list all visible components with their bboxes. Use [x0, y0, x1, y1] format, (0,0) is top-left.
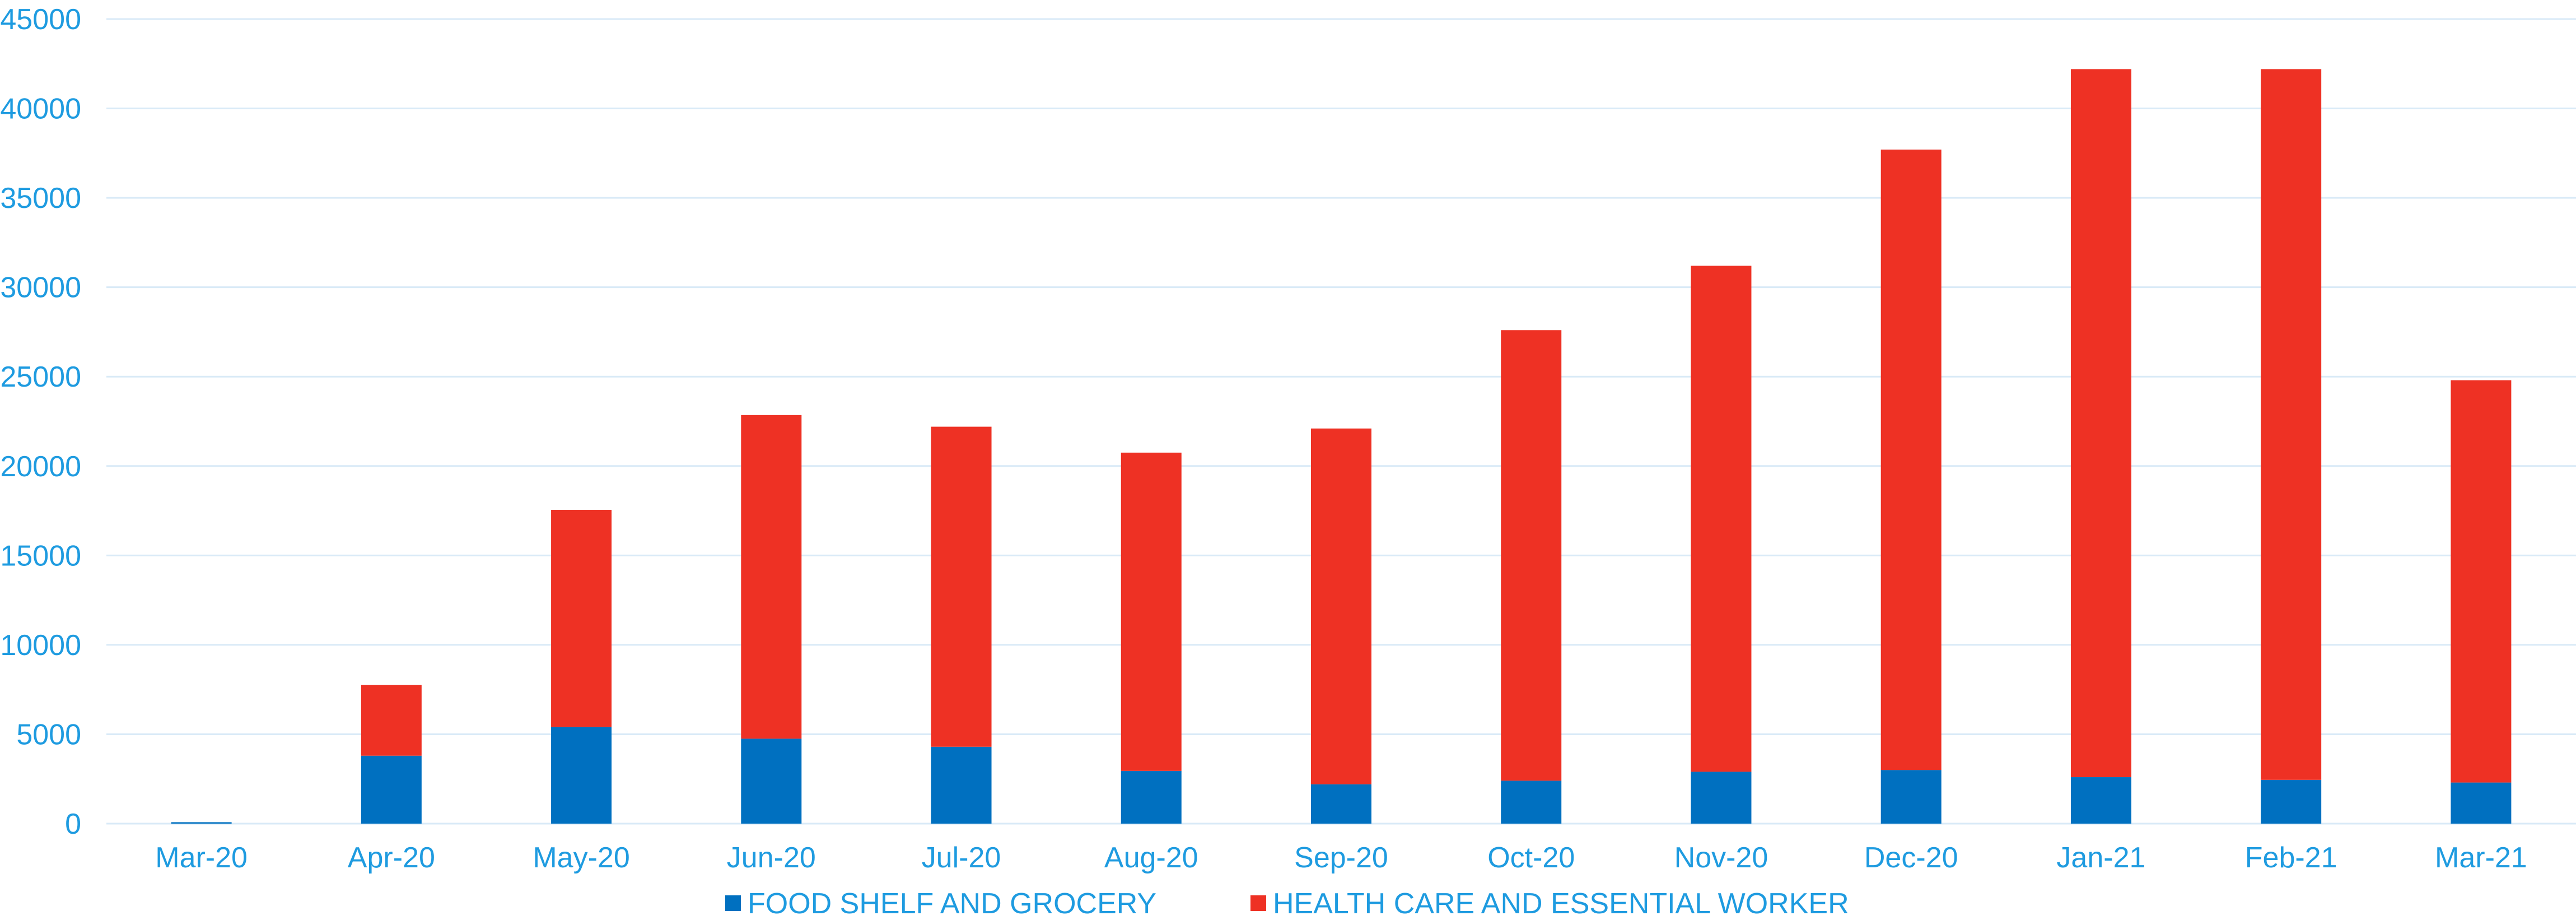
bar-health-care-mar-21: [2451, 380, 2512, 783]
bar-food-shelf-oct-20: [1501, 780, 1562, 824]
bar-food-shelf-aug-20: [1121, 770, 1182, 824]
y-tick-label: 20000: [0, 450, 81, 483]
legend-swatch-health-care: [1250, 895, 1266, 911]
x-tick-label: Apr-20: [348, 842, 435, 874]
bar-health-care-feb-21: [2261, 69, 2322, 780]
bar-food-shelf-may-20: [551, 727, 612, 824]
y-tick-label: 45000: [0, 3, 81, 36]
bar-health-care-jun-20: [741, 415, 802, 739]
x-tick-label: Nov-20: [1674, 842, 1768, 874]
x-tick-label: May-20: [533, 842, 629, 874]
bar-food-shelf-apr-20: [361, 755, 422, 824]
bar-health-care-oct-20: [1501, 330, 1562, 781]
bar-food-shelf-nov-20: [1691, 772, 1752, 824]
bar-food-shelf-sep-20: [1311, 784, 1371, 824]
bar-food-shelf-mar-20: [171, 822, 232, 824]
y-tick-label: 40000: [0, 93, 81, 126]
bar-health-care-jan-21: [2070, 69, 2131, 778]
x-tick-label: Mar-20: [155, 842, 248, 874]
x-tick-label: Jan-21: [2056, 842, 2145, 874]
x-tick-label: Oct-20: [1487, 842, 1575, 874]
y-tick-label: 10000: [0, 629, 81, 662]
x-tick-label: Jul-20: [922, 842, 1001, 874]
x-tick-label: Jun-20: [727, 842, 816, 874]
x-tick-label: Mar-21: [2435, 842, 2527, 874]
legend-label-health-care: HEALTH CARE AND ESSENTIAL WORKER: [1273, 888, 1849, 920]
legend-label-food-shelf: FOOD SHELF AND GROCERY: [748, 888, 1156, 920]
bar-food-shelf-jun-20: [741, 738, 802, 824]
x-tick-label: Aug-20: [1104, 842, 1198, 874]
y-tick-label: 15000: [0, 540, 81, 572]
bar-health-care-aug-20: [1121, 452, 1182, 771]
bar-health-care-apr-20: [361, 685, 422, 756]
y-tick-label: 35000: [0, 182, 81, 215]
bar-health-care-jul-20: [931, 426, 992, 747]
bar-food-shelf-jul-20: [931, 746, 992, 824]
bar-food-shelf-mar-21: [2451, 782, 2512, 824]
bars: [171, 69, 2512, 824]
y-tick-label: 0: [65, 808, 81, 840]
x-tick-label: Feb-21: [2245, 842, 2337, 874]
x-axis: Mar-20 Apr-20 May-20 Jun-20 Jul-20 Aug-20 Sep-…: [155, 842, 2527, 874]
bar-health-care-dec-20: [1880, 149, 1942, 770]
legend-swatch-food-shelf: [725, 895, 741, 911]
legend: FOOD SHELF AND GROCERY HEALTH CARE AND ES…: [725, 888, 1849, 920]
bar-health-care-may-20: [551, 509, 612, 727]
y-axis: 0 5000 10000 15000 20000 25000 30000 35000 40000…: [0, 3, 81, 840]
bar-food-shelf-feb-21: [2261, 779, 2322, 824]
y-tick-label: 25000: [0, 361, 81, 393]
x-tick-label: Sep-20: [1294, 842, 1388, 874]
bar-food-shelf-dec-20: [1880, 770, 1942, 824]
bar-health-care-sep-20: [1311, 428, 1371, 784]
y-tick-label: 30000: [0, 272, 81, 304]
bar-health-care-nov-20: [1691, 266, 1752, 772]
y-tick-label: 5000: [16, 718, 81, 751]
x-tick-label: Dec-20: [1864, 842, 1958, 874]
bar-food-shelf-jan-21: [2070, 777, 2131, 824]
